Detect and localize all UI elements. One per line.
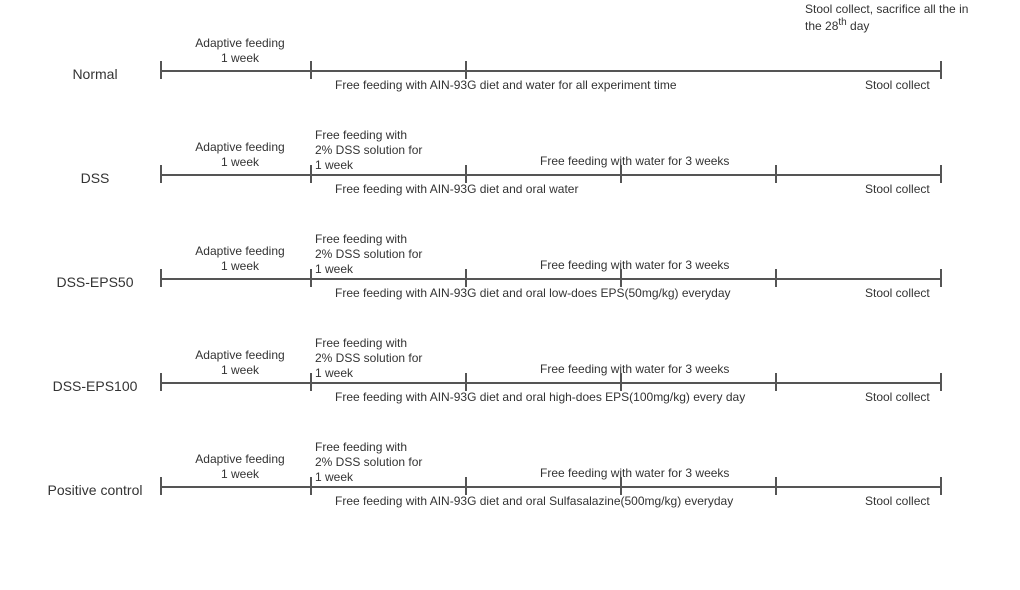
- axis-line: [160, 382, 940, 384]
- tick: [160, 61, 162, 79]
- tick: [310, 269, 312, 287]
- tick: [940, 373, 942, 391]
- tick: [160, 373, 162, 391]
- tick: [310, 165, 312, 183]
- segment-label-water: Free feeding with water for 3 weeks: [540, 466, 840, 481]
- timeline-row: Normal Adaptive feeding 1 week Free feedin…: [30, 20, 990, 100]
- end-label: Stool collect: [865, 286, 950, 301]
- tick: [465, 61, 467, 79]
- timeline-row: DSS-EPS100Adaptive feeding 1 weekFree fe…: [30, 332, 990, 412]
- axis-line: [160, 174, 940, 176]
- tick: [940, 61, 942, 79]
- timeline-row: DSS-EPS50Adaptive feeding 1 weekFree fee…: [30, 228, 990, 308]
- row-group-label: DSS: [30, 170, 160, 204]
- diet-description: Free feeding with AIN-93G diet and oral …: [335, 286, 855, 301]
- segment-label-dss: Free feeding with 2% DSS solution for 1 …: [315, 336, 470, 381]
- tick: [160, 269, 162, 287]
- tick: [310, 373, 312, 391]
- segment-label-water: Free feeding with water for 3 weeks: [540, 362, 840, 377]
- segment-label-adaptive: Adaptive feeding 1 week: [170, 36, 310, 66]
- timeline: Adaptive feeding 1 week Free feeding with…: [160, 20, 990, 100]
- tick: [940, 477, 942, 495]
- tick: [160, 165, 162, 183]
- experiment-timeline-diagram: Stool collect, sacrifice all the in the …: [30, 20, 990, 516]
- tick: [310, 477, 312, 495]
- timeline: Adaptive feeding 1 weekFree feeding with…: [160, 228, 990, 308]
- diet-description: Free feeding with AIN-93G diet and oral …: [335, 182, 855, 197]
- row-group-label: Normal: [30, 66, 160, 100]
- tick: [940, 269, 942, 287]
- timeline: Adaptive feeding 1 weekFree feeding with…: [160, 124, 990, 204]
- timeline-row: Positive controlAdaptive feeding 1 weekF…: [30, 436, 990, 516]
- segment-label-water: Free feeding with water for 3 weeks: [540, 258, 840, 273]
- axis-line: [160, 486, 940, 488]
- end-label: Stool collect: [865, 182, 950, 197]
- timeline-row: DSSAdaptive feeding 1 weekFree feeding w…: [30, 124, 990, 204]
- tick: [160, 477, 162, 495]
- row-group-label: Positive control: [30, 482, 160, 516]
- segment-label-adaptive: Adaptive feeding 1 week: [170, 452, 310, 482]
- timeline: Adaptive feeding 1 weekFree feeding with…: [160, 436, 990, 516]
- diet-description: Free feeding with AIN-93G diet and oral …: [335, 390, 855, 405]
- segment-label-water: Free feeding with water for 3 weeks: [540, 154, 840, 169]
- axis-line: [160, 70, 940, 72]
- segment-label-adaptive: Adaptive feeding 1 week: [170, 244, 310, 274]
- segment-label-adaptive: Adaptive feeding 1 week: [170, 140, 310, 170]
- end-label: Stool collect: [865, 390, 950, 405]
- diet-description: Free feeding with AIN-93G diet and oral …: [335, 494, 855, 509]
- segment-label-adaptive: Adaptive feeding 1 week: [170, 348, 310, 378]
- row-group-label: DSS-EPS50: [30, 274, 160, 308]
- segment-label-dss: Free feeding with 2% DSS solution for 1 …: [315, 128, 470, 173]
- axis-line: [160, 278, 940, 280]
- end-label: Stool collect: [865, 78, 950, 93]
- segment-label-dss: Free feeding with 2% DSS solution for 1 …: [315, 232, 470, 277]
- timeline: Adaptive feeding 1 weekFree feeding with…: [160, 332, 990, 412]
- row-group-label: DSS-EPS100: [30, 378, 160, 412]
- tick: [940, 165, 942, 183]
- end-label: Stool collect: [865, 494, 950, 509]
- tick: [310, 61, 312, 79]
- segment-label-dss: Free feeding with 2% DSS solution for 1 …: [315, 440, 470, 485]
- diet-description: Free feeding with AIN-93G diet and water…: [335, 78, 855, 93]
